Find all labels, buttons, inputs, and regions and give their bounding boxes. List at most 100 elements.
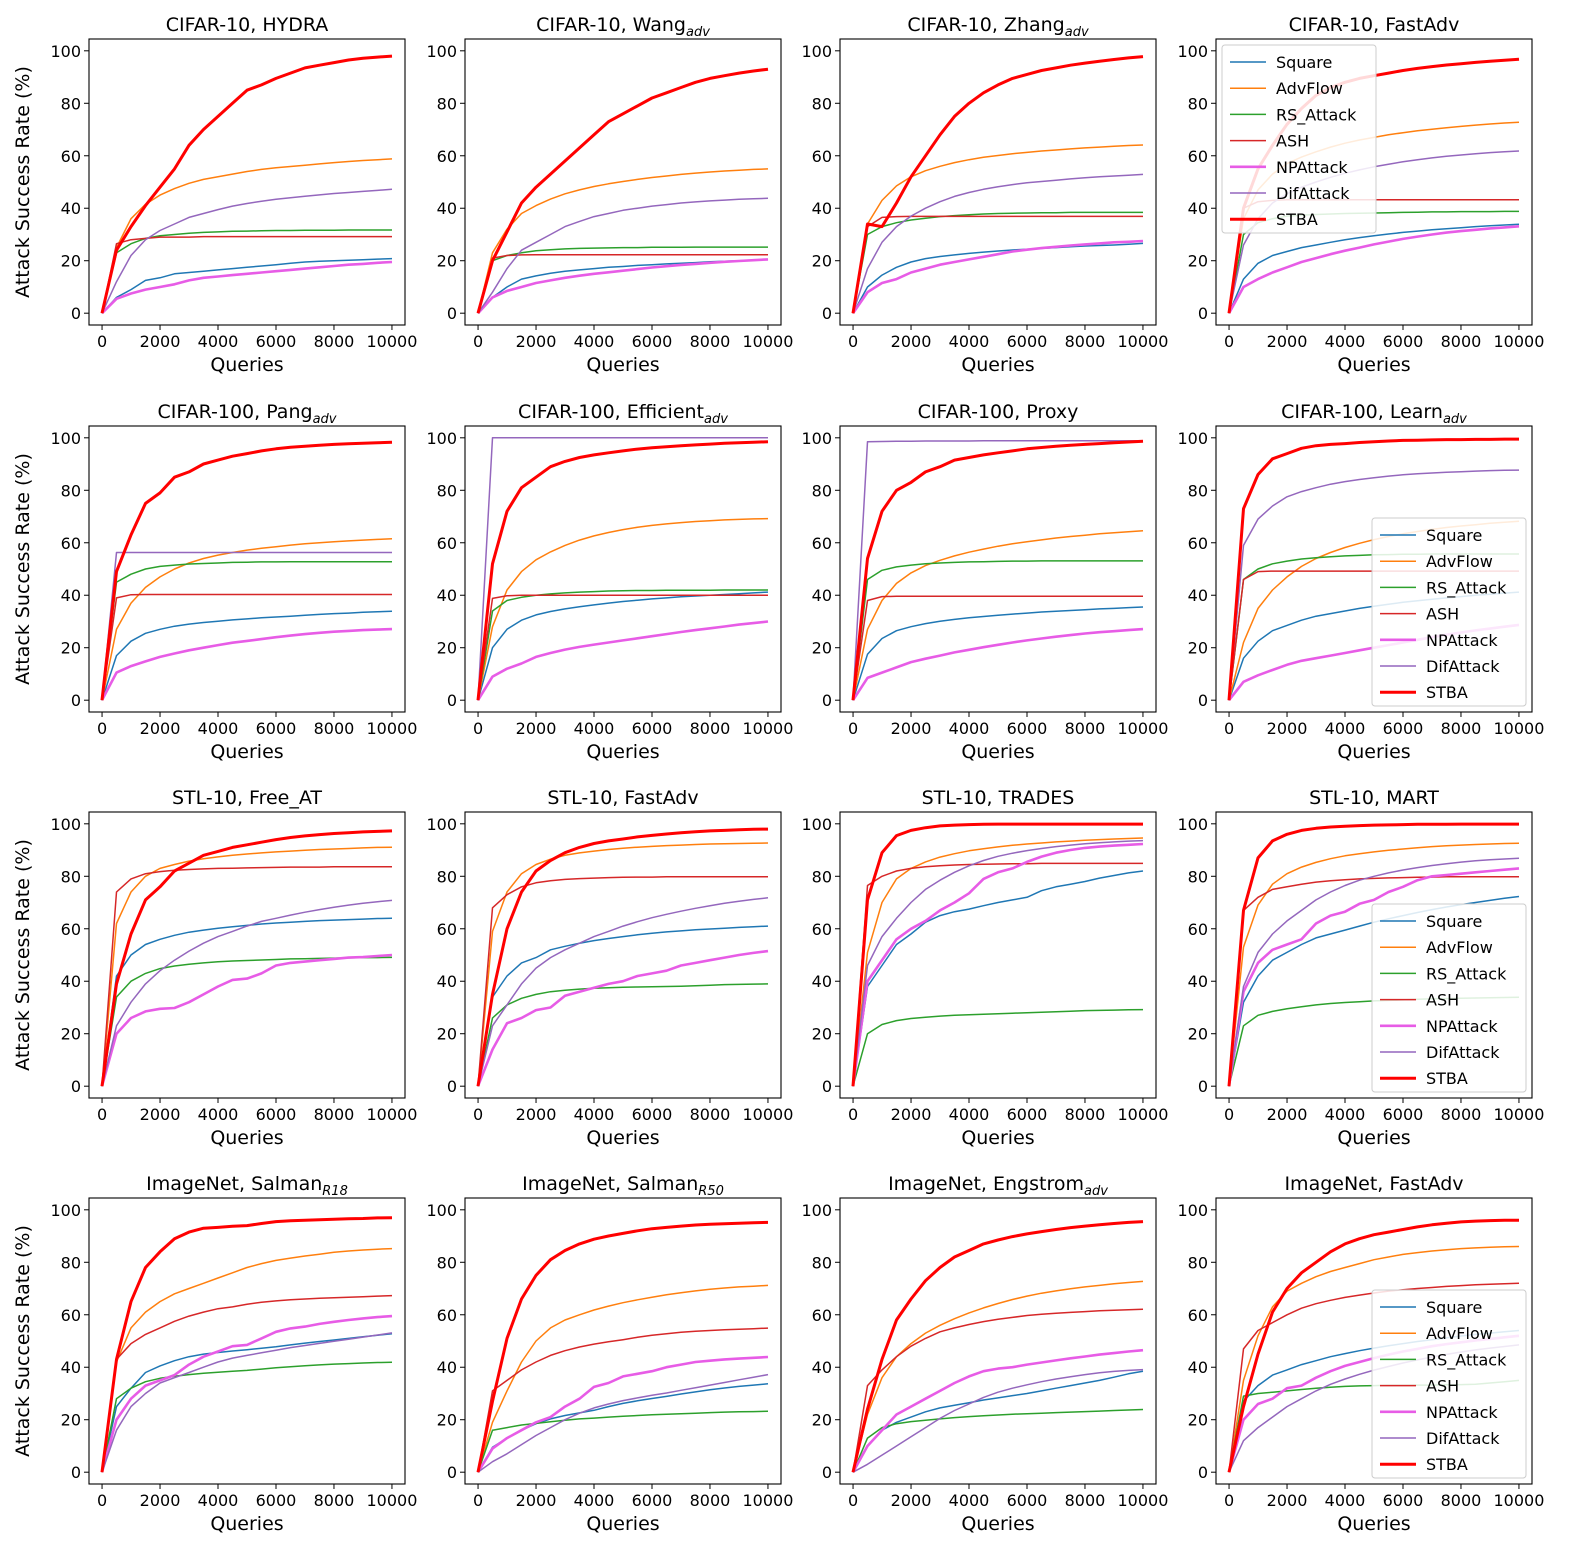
panel-9: 0 2000 4000 6000 8000 10000 0 20 40 60 80 100 STL-10… bbox=[50, 787, 417, 1149]
panel-title-text: ImageNet, Salman bbox=[522, 1173, 698, 1195]
legend-label-rs-attack: RS_Attack bbox=[1276, 105, 1357, 125]
y-tick-label: 100 bbox=[801, 1201, 832, 1220]
x-tick-label: 4000 bbox=[574, 1105, 615, 1124]
x-tick-label: 10000 bbox=[367, 1105, 418, 1124]
x-tick-label: 0 bbox=[1224, 332, 1234, 351]
x-tick-label: 2000 bbox=[516, 719, 557, 738]
legend-label-ash: ASH bbox=[1426, 991, 1459, 1010]
y-tick-label: 60 bbox=[812, 920, 832, 939]
legend-label-stba: STBA bbox=[1426, 1069, 1468, 1088]
x-tick-label: 8000 bbox=[314, 1491, 355, 1510]
series-line-stba bbox=[476, 827, 769, 1087]
axes-frame bbox=[839, 38, 1157, 326]
y-tick-label: 0 bbox=[822, 691, 832, 710]
x-tick-label: 2000 bbox=[140, 332, 181, 351]
x-tick-label: 0 bbox=[97, 719, 107, 738]
axes-frame bbox=[464, 425, 782, 713]
y-tick-label: 80 bbox=[61, 481, 81, 500]
x-tick-label: 2000 bbox=[1267, 719, 1308, 738]
series-line-ash bbox=[852, 862, 1143, 1087]
x-tick-label: 8000 bbox=[690, 719, 731, 738]
series-line-stba bbox=[476, 440, 769, 701]
x-tick-label: 10000 bbox=[1494, 1105, 1545, 1124]
axes-frame bbox=[88, 811, 406, 1099]
series-line-rs-attack bbox=[477, 1410, 769, 1473]
series-line-stba bbox=[851, 439, 1144, 701]
panel-title-text: CIFAR-100, Pang bbox=[158, 401, 313, 423]
legend-label-ash: ASH bbox=[1426, 605, 1459, 624]
y-tick-label: 20 bbox=[61, 1025, 81, 1044]
panel-title: ImageNet, SalmanR50 bbox=[522, 1173, 724, 1199]
y-tick-label: 60 bbox=[812, 534, 832, 553]
x-tick-label: 6000 bbox=[256, 1105, 297, 1124]
series-line-difattack bbox=[852, 439, 1143, 701]
x-tick-label: 8000 bbox=[1065, 332, 1106, 351]
x-tick-label: 4000 bbox=[949, 719, 990, 738]
panel-title: CIFAR-100, Learnadv bbox=[1281, 401, 1467, 427]
x-tick-label: 0 bbox=[1224, 1105, 1234, 1124]
series-line-npattack bbox=[851, 842, 1144, 1087]
series-line-square bbox=[477, 1383, 769, 1473]
panel-title: ImageNet, FastAdv bbox=[1284, 1173, 1463, 1195]
x-tick-label: 6000 bbox=[256, 1491, 297, 1510]
y-tick-label: 40 bbox=[61, 199, 81, 218]
series-line-square bbox=[852, 606, 1144, 701]
x-tick-label: 2000 bbox=[1267, 1491, 1308, 1510]
legend-label-advflow: AdvFlow bbox=[1276, 79, 1343, 98]
series-line-advflow bbox=[852, 529, 1144, 701]
y-tick-label: 80 bbox=[812, 94, 832, 113]
series-line-square bbox=[477, 925, 769, 1087]
legend-label-difattack: DifAttack bbox=[1276, 184, 1350, 203]
series-line-square bbox=[852, 870, 1144, 1087]
y-tick-label: 100 bbox=[50, 815, 81, 834]
y-tick-label: 40 bbox=[1188, 586, 1208, 605]
x-tick-label: 6000 bbox=[1007, 719, 1048, 738]
y-tick-label: 0 bbox=[447, 1077, 457, 1096]
panel-6: 0 2000 4000 6000 8000 10000 0 20 40 60 80 100 CIFAR-… bbox=[426, 401, 793, 763]
y-tick-label: 40 bbox=[812, 199, 832, 218]
series-line-npattack bbox=[851, 239, 1144, 314]
panel-13: 0 2000 4000 6000 8000 10000 0 20 40 60 80 100 ImageN… bbox=[50, 1173, 417, 1535]
panel-title-subscript: adv bbox=[1084, 1184, 1108, 1199]
x-tick-label: 10000 bbox=[1494, 719, 1545, 738]
series-line-ash bbox=[101, 235, 392, 314]
series-line-rs-attack bbox=[101, 229, 392, 314]
axes-frame bbox=[464, 811, 782, 1099]
x-axis-label: Queries bbox=[961, 354, 1034, 376]
x-tick-label: 0 bbox=[97, 1491, 107, 1510]
y-tick-label: 60 bbox=[437, 147, 457, 166]
series-line-npattack bbox=[476, 620, 769, 701]
y-tick-label: 40 bbox=[812, 586, 832, 605]
x-axis-label: Queries bbox=[586, 1127, 659, 1149]
x-tick-label: 6000 bbox=[256, 332, 297, 351]
x-tick-label: 10000 bbox=[743, 1105, 794, 1124]
legend-box bbox=[1221, 44, 1377, 234]
panel-10: 0 2000 4000 6000 8000 10000 0 20 40 60 80 100 STL-10… bbox=[426, 787, 793, 1149]
axes-frame bbox=[1215, 1197, 1533, 1485]
panel-title: STL-10, MART bbox=[1309, 787, 1439, 809]
panel-title-text: ImageNet, Engstrom bbox=[888, 1173, 1084, 1195]
axes-frame bbox=[1215, 811, 1533, 1099]
panel-title-subscript: adv bbox=[704, 412, 728, 427]
y-tick-label: 60 bbox=[437, 920, 457, 939]
panel-1: 0 2000 4000 6000 8000 10000 0 20 40 60 80 100 CIFAR-… bbox=[50, 14, 417, 376]
series-line-advflow bbox=[477, 1284, 769, 1473]
panel-2: 0 2000 4000 6000 8000 10000 0 20 40 60 80 100 CIFAR-… bbox=[426, 14, 793, 376]
x-axis-label: Queries bbox=[1337, 741, 1410, 763]
panel-title-text: ImageNet, FastAdv bbox=[1284, 1173, 1463, 1195]
y-tick-label: 0 bbox=[1198, 691, 1208, 710]
x-tick-label: 4000 bbox=[198, 1491, 239, 1510]
series-line-ash bbox=[101, 593, 392, 701]
x-tick-label: 10000 bbox=[1494, 332, 1545, 351]
panel-title-text: ImageNet, Salman bbox=[146, 1173, 322, 1195]
y-tick-label: 0 bbox=[447, 1463, 457, 1482]
x-tick-label: 4000 bbox=[1325, 332, 1366, 351]
x-tick-label: 8000 bbox=[690, 1491, 731, 1510]
y-axis-label: Attack Success Rate (%) bbox=[12, 453, 34, 685]
y-tick-label: 100 bbox=[1177, 815, 1208, 834]
x-tick-label: 2000 bbox=[140, 1491, 181, 1510]
x-tick-label: 4000 bbox=[1325, 1491, 1366, 1510]
y-tick-label: 60 bbox=[437, 534, 457, 553]
y-tick-label: 20 bbox=[437, 252, 457, 271]
